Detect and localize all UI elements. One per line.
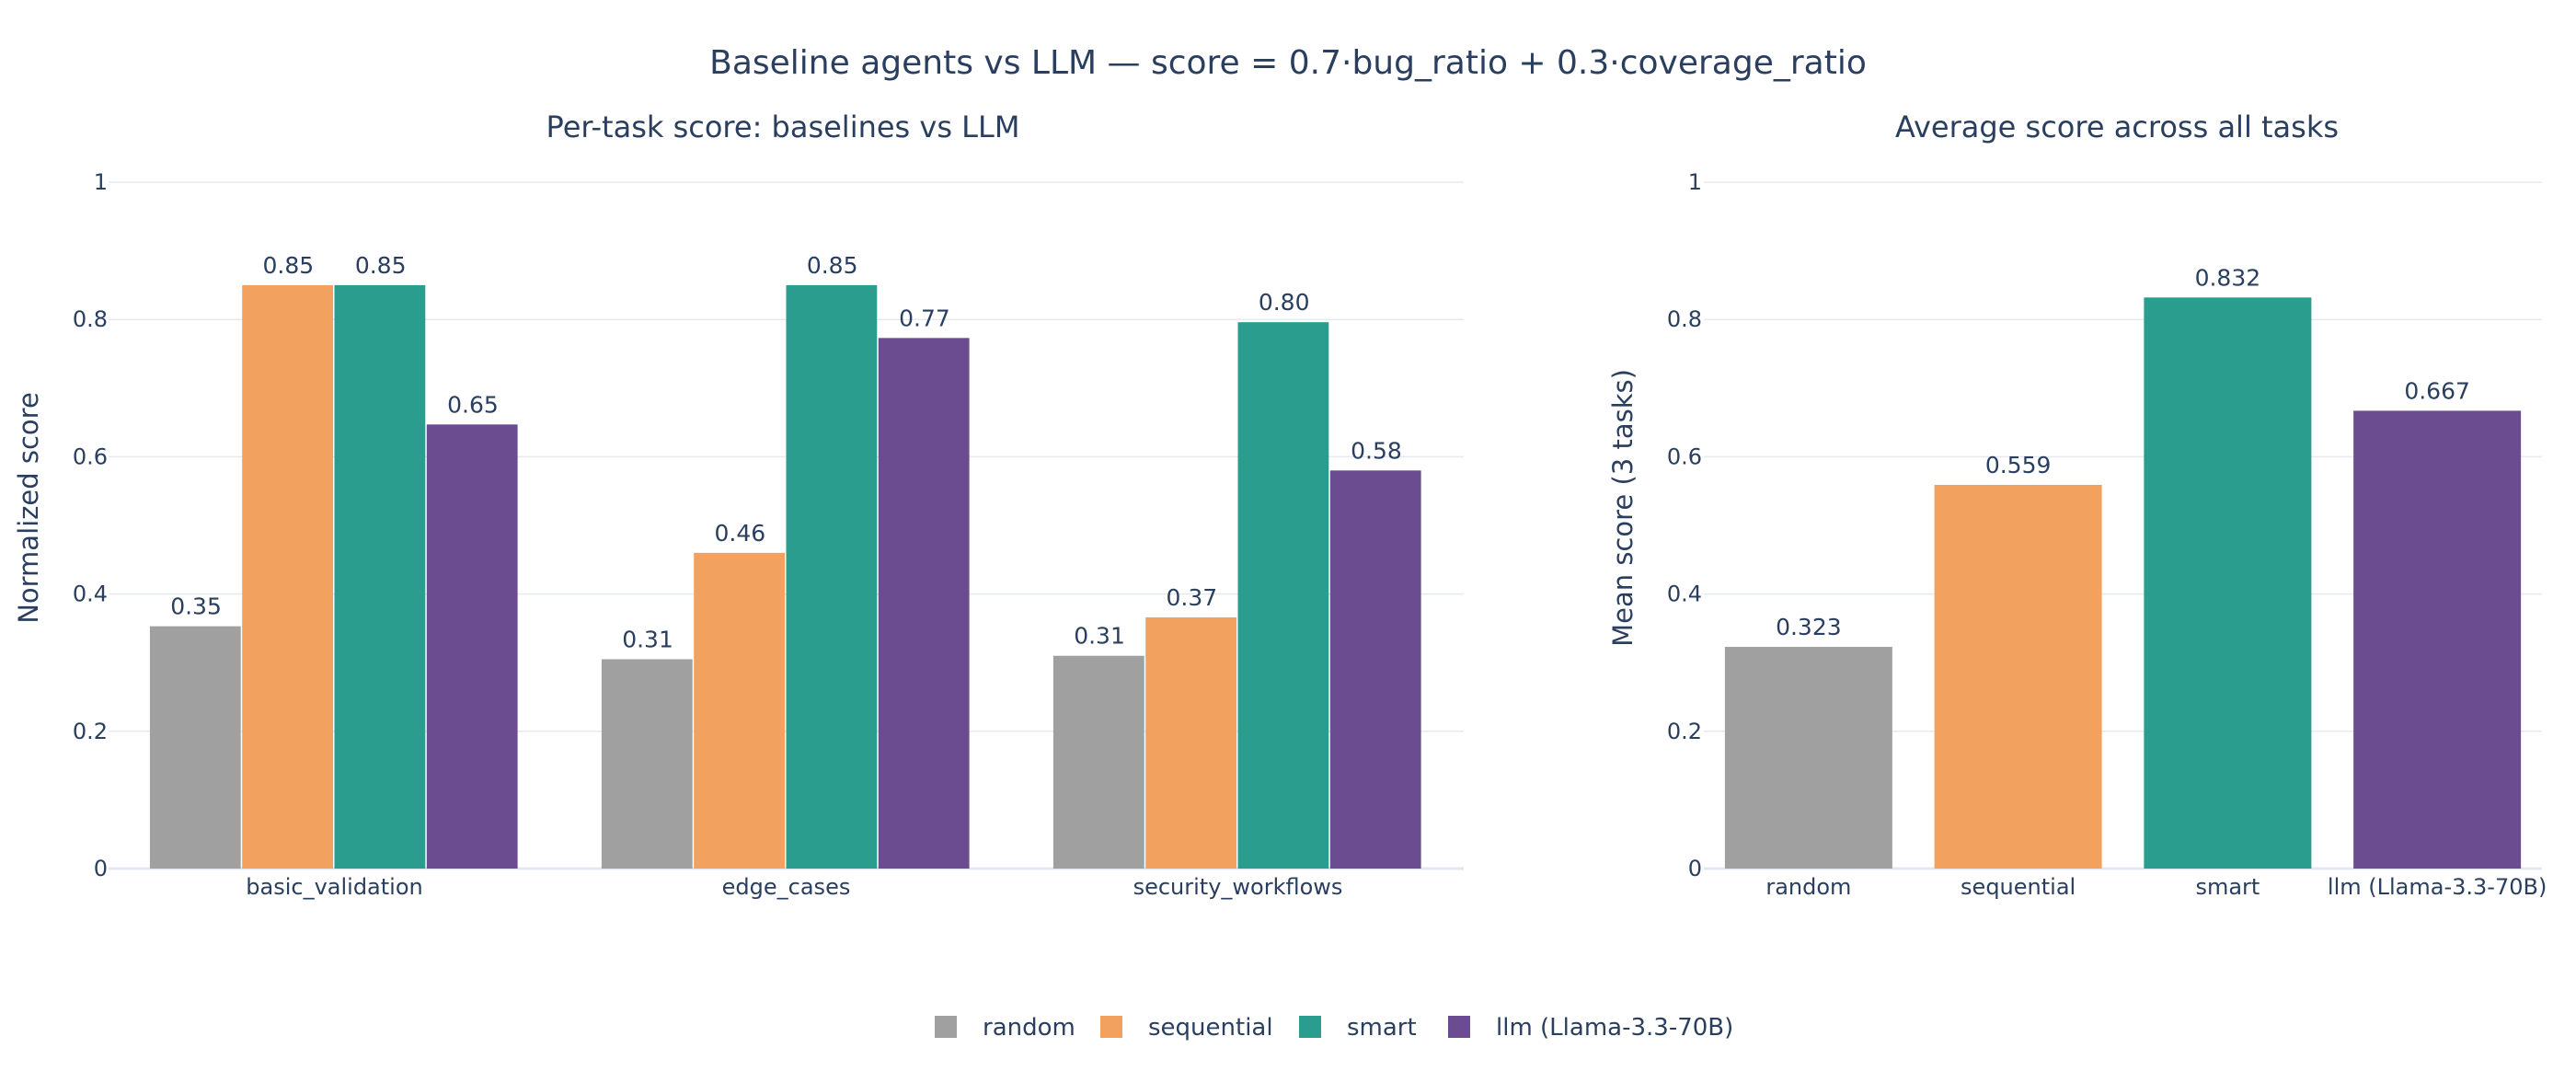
average-y-tick-label: 1 [1688,169,1702,195]
data-label: 0.85 [355,252,407,279]
bar-smart-basic-validation [334,284,426,869]
bar-sequential-edge-cases [694,552,785,869]
data-label: 0.65 [447,391,499,418]
per-task-chart-title: Per-task score: baselines vs LLM [546,109,1020,144]
data-label: 0.58 [1351,437,1402,464]
bar-smart [2144,297,2312,869]
bar-llm-llama-3-3-70b-security-workflows [1329,470,1421,869]
legend-swatch-llm-llama-3-3-70b [1448,1016,1470,1038]
per-task-x-tick-label: basic_validation [246,874,422,900]
bar-sequential [1934,484,2102,869]
per-task-x-tick-label: security_workflows [1133,874,1343,900]
data-label: 0.667 [2404,377,2470,404]
per-task-y-tick-label: 0 [94,856,108,881]
legend-swatch-random [935,1016,957,1038]
average-y-tick-label: 0.4 [1667,582,1702,607]
data-label: 0.31 [622,626,673,652]
bar-random [1724,647,1892,869]
average-y-tick-label: 0 [1688,856,1702,881]
legend-swatch-smart [1299,1016,1321,1038]
bar-smart-edge-cases [786,284,878,869]
legend-label-smart: smart [1347,1014,1417,1042]
data-label: 0.559 [1985,452,2052,478]
data-label: 0.323 [1776,614,1842,640]
average-x-tick-label: sequential [1961,874,2076,900]
legend-swatch-sequential [1100,1016,1122,1038]
per-task-y-tick-label: 1 [94,169,108,195]
per-task-y-tick-label: 0.8 [73,306,108,332]
legend-label-llm-llama-3-3-70b: llm (Llama-3.3-70B) [1496,1014,1733,1042]
average-x-tick-label: smart [2195,874,2260,900]
data-label: 0.85 [807,252,858,279]
legend-label-sequential: sequential [1148,1014,1273,1042]
average-chart-title: Average score across all tasks [1895,109,2339,144]
per-task-y-axis-label: Normalized score [13,392,44,624]
average-y-axis-label: Mean score (3 tasks) [1607,369,1639,647]
bar-random-security-workflows [1052,655,1144,869]
bar-sequential-security-workflows [1145,616,1236,869]
average-y-tick-label: 0.8 [1667,306,1702,332]
bar-llm-llama-3-3-70b-edge-cases [878,338,970,869]
average-y-tick-label: 0.6 [1667,443,1702,469]
bar-sequential-basic-validation [242,284,333,869]
average-score-chart: Average score across all tasks Mean scor… [1607,109,2547,900]
bar-smart-security-workflows [1237,322,1329,869]
bar-llm-llama-3-3-70b [2353,410,2522,869]
data-label: 0.832 [2195,264,2261,291]
data-label: 0.46 [715,520,766,547]
average-y-tick-label: 0.2 [1667,719,1702,744]
per-task-y-tick-label: 0.4 [73,582,108,607]
data-label: 0.80 [1259,289,1310,316]
average-x-tick-label: llm (Llama-3.3-70B) [2328,874,2547,900]
per-task-y-tick-label: 0.2 [73,719,108,744]
bar-random-edge-cases [601,659,693,869]
bar-llm-llama-3-3-70b-basic-validation [426,424,518,869]
data-label: 0.35 [170,593,222,620]
figure-title: Baseline agents vs LLM — score = 0.7·bug… [709,44,1867,82]
legend: random sequential smart llm (Llama-3.3-70B) [935,1014,1733,1042]
data-label: 0.37 [1167,584,1218,611]
per-task-chart: Per-task score: baselines vs LLM Normali… [13,109,1464,900]
data-label: 0.77 [899,305,950,331]
average-x-tick-label: random [1765,874,1851,900]
bar-random-basic-validation [149,626,241,869]
data-label: 0.31 [1074,623,1125,650]
per-task-y-tick-label: 0.6 [73,443,108,469]
legend-label-random: random [983,1014,1075,1042]
per-task-x-tick-label: edge_cases [722,874,851,900]
data-label: 0.85 [263,252,315,279]
